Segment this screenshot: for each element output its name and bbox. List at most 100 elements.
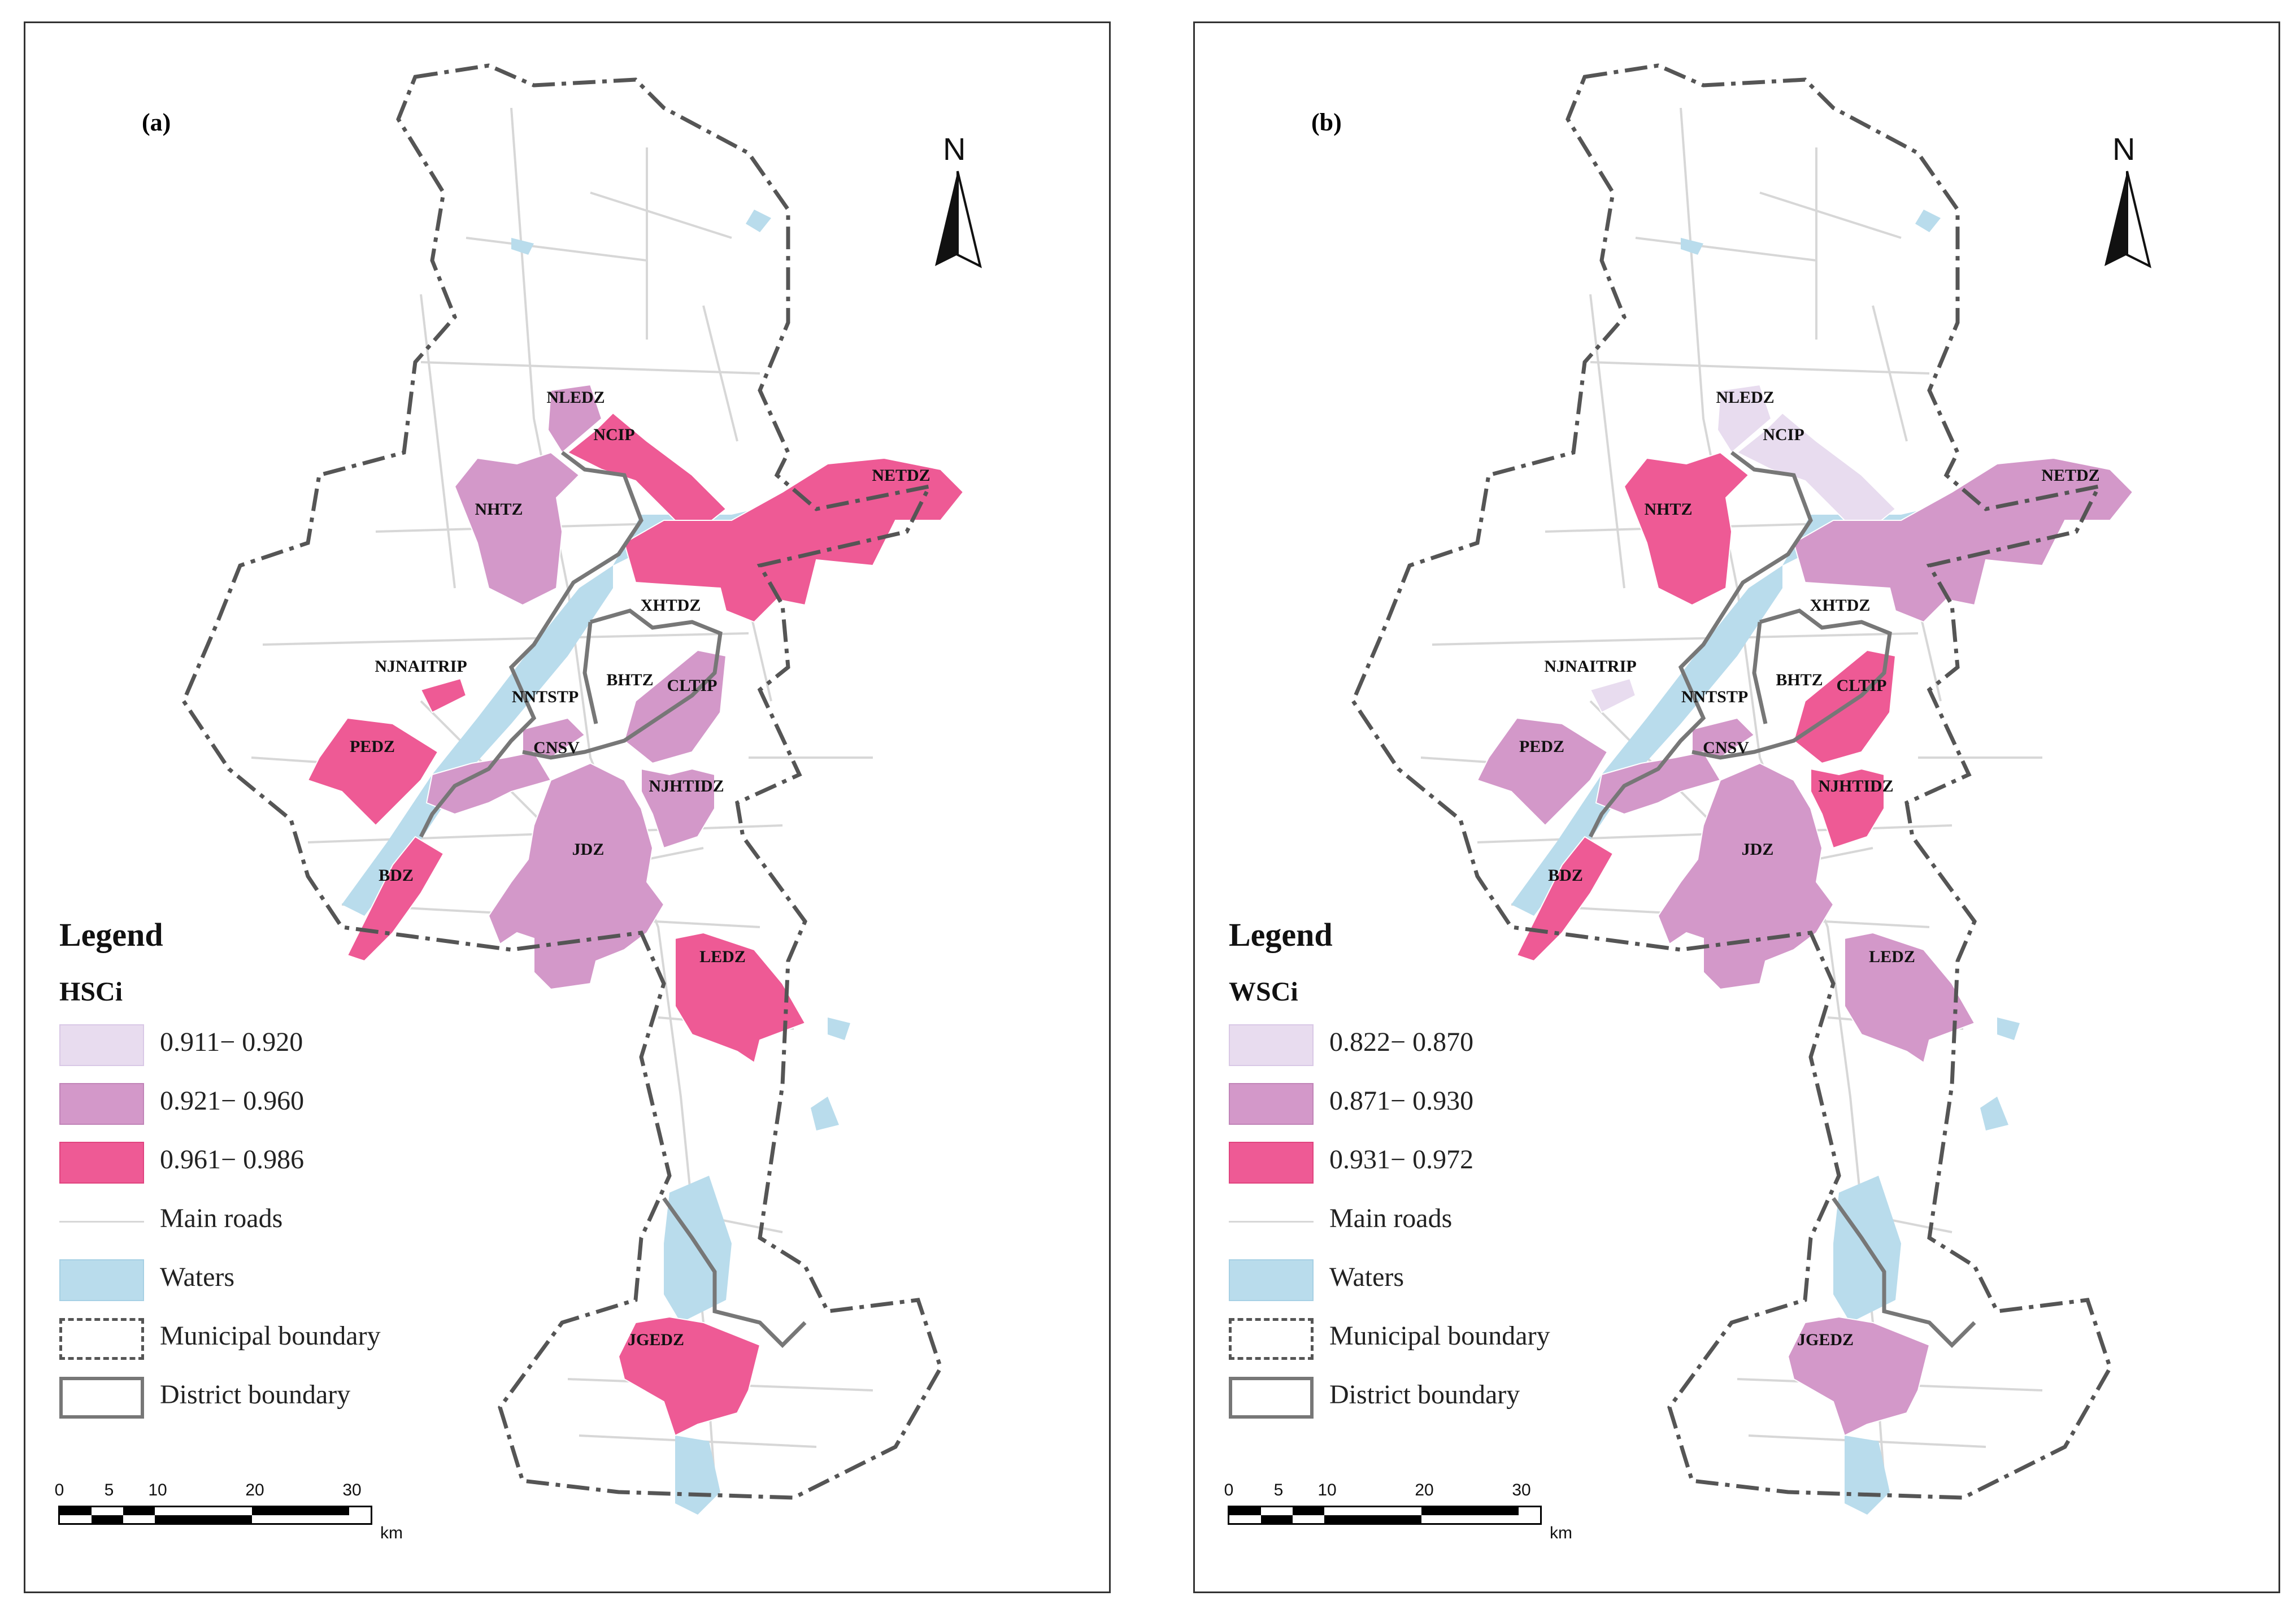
panel-label: (a)	[142, 108, 171, 136]
label-xhtdz: XHTDZ	[641, 596, 701, 615]
zone-pedz[interactable]	[1476, 717, 1608, 827]
legend-title: Legend	[59, 916, 163, 953]
legend-road-line	[59, 1201, 144, 1242]
label-ncip: NCIP	[593, 425, 634, 444]
scale-unit: km	[1550, 1524, 1572, 1542]
scale-bar-segments	[58, 1506, 372, 1525]
label-bdz: BDZ	[1548, 866, 1583, 885]
legend-class-3: 0.931− 0.972	[1229, 1133, 1624, 1191]
scale-tick-10: 10	[1317, 1481, 1337, 1499]
legend-class-1-label: 0.911− 0.920	[160, 1027, 303, 1057]
legend-municipal-swatch	[1229, 1318, 1314, 1360]
label-jdz: JDZ	[1742, 840, 1774, 859]
label-nledz: NLEDZ	[1716, 388, 1774, 407]
zone-nledz[interactable]	[1716, 384, 1772, 454]
zone-netdz[interactable]	[1793, 457, 2134, 623]
legend-municipal-label: Municipal boundary	[160, 1321, 381, 1351]
label-njhtidz: NJHTIDZ	[1818, 777, 1893, 795]
label-njnaitrip: NJNAITRIP	[1544, 657, 1636, 676]
legend-road-line	[1229, 1201, 1314, 1242]
legend-waters: Waters	[1229, 1250, 1624, 1309]
north-letter: N	[943, 131, 966, 167]
zone-labels: NLEDZ NCIP NETDZ NHTZ XHTDZ NJNAITRIP BH…	[350, 388, 930, 1349]
legend-roads: Main roads	[1229, 1191, 1624, 1250]
map-panel-b: NLEDZ NCIP NETDZ NHTZ XHTDZ NJNAITRIP BH…	[1193, 21, 2280, 1593]
zone-ledz[interactable]	[1844, 932, 1976, 1064]
label-netdz: NETDZ	[2041, 466, 2099, 485]
legend-class-1: 0.911− 0.920	[59, 1015, 455, 1074]
label-jdz: JDZ	[572, 840, 605, 859]
zones	[307, 384, 964, 1437]
zones	[1476, 384, 2134, 1437]
legend-district: District boundary	[59, 1368, 455, 1427]
legend-waters-label: Waters	[160, 1262, 235, 1292]
municipal-boundary	[1351, 63, 2112, 1500]
legend-district-label: District boundary	[1329, 1380, 1520, 1410]
legend-field: WSCi	[1229, 977, 1298, 1007]
district-boundaries	[419, 451, 807, 1348]
legend-municipal-swatch	[59, 1318, 144, 1360]
scale-bar-segments	[1228, 1506, 1542, 1525]
label-pedz: PEDZ	[1519, 737, 1564, 756]
legend-roads-label: Main roads	[1329, 1203, 1453, 1233]
municipal-boundary	[181, 63, 943, 1500]
legend-swatch-3	[59, 1142, 144, 1184]
zone-nhtz[interactable]	[1623, 451, 1750, 606]
legend: Legend WSCi 0.822− 0.870 0.871− 0.930 0.…	[1229, 916, 1624, 1427]
legend: Legend HSCi 0.911− 0.920 0.921− 0.960 0.…	[59, 916, 455, 1427]
zone-njnaitrip[interactable]	[1589, 677, 1637, 714]
legend-municipal: Municipal boundary	[59, 1309, 455, 1368]
zone-jdz[interactable]	[1657, 762, 1834, 990]
zone-nhtz[interactable]	[454, 451, 580, 606]
district-boundaries	[1588, 451, 1976, 1348]
zone-nledz[interactable]	[547, 384, 603, 454]
legend-class-2: 0.871− 0.930	[1229, 1074, 1624, 1133]
scale-tick-5: 5	[104, 1481, 114, 1499]
zone-jgedz[interactable]	[1787, 1316, 1930, 1437]
legend-class-1-label: 0.822− 0.870	[1329, 1027, 1474, 1057]
label-netdz: NETDZ	[872, 466, 930, 485]
scale-tick-20: 20	[245, 1481, 264, 1499]
zone-nntstp[interactable]	[522, 717, 586, 759]
north-arrow-icon: N	[929, 131, 986, 272]
label-jgedz: JGEDZ	[628, 1330, 684, 1349]
label-xhtdz: XHTDZ	[1810, 596, 1871, 615]
legend-field: HSCi	[59, 977, 123, 1007]
legend-class-2-label: 0.921− 0.960	[160, 1086, 305, 1116]
scale-tick-5: 5	[1273, 1481, 1284, 1499]
north-letter: N	[2112, 131, 2136, 167]
zone-cnsv[interactable]	[1595, 751, 1721, 815]
scale-tick-30: 30	[1512, 1481, 1531, 1499]
label-nhtz: NHTZ	[475, 500, 523, 519]
legend-swatch-1	[59, 1024, 144, 1066]
legend-municipal-label: Municipal boundary	[1329, 1321, 1550, 1351]
zone-jdz[interactable]	[488, 762, 665, 990]
label-ncip: NCIP	[1763, 425, 1804, 444]
legend-class-2-label: 0.871− 0.930	[1329, 1086, 1474, 1116]
zone-nntstp[interactable]	[1691, 717, 1755, 759]
zone-netdz[interactable]	[623, 457, 964, 623]
zone-njhtidz[interactable]	[641, 768, 715, 849]
legend-roads-label: Main roads	[160, 1203, 283, 1233]
zone-cnsv[interactable]	[425, 751, 552, 815]
zone-ledz[interactable]	[675, 932, 806, 1064]
legend-class-3-label: 0.961− 0.986	[160, 1145, 305, 1175]
zone-njnaitrip[interactable]	[420, 677, 467, 714]
scale-bar: 0 5 10 20 30 km	[1224, 1481, 1589, 1549]
zone-njhtidz[interactable]	[1810, 768, 1885, 849]
legend-municipal: Municipal boundary	[1229, 1309, 1624, 1368]
label-bhtz: BHTZ	[1776, 671, 1823, 689]
scale-tick-20: 20	[1415, 1481, 1434, 1499]
label-nntstp: NNTSTP	[512, 688, 579, 706]
label-jgedz: JGEDZ	[1797, 1330, 1854, 1349]
label-cltip: CLTIP	[1837, 676, 1887, 695]
legend-roads: Main roads	[59, 1191, 455, 1250]
legend-swatch-2	[59, 1083, 144, 1125]
label-bdz: BDZ	[379, 866, 414, 885]
zone-pedz[interactable]	[307, 717, 439, 827]
scale-tick-30: 30	[342, 1481, 362, 1499]
label-nntstp: NNTSTP	[1681, 688, 1748, 706]
zone-jgedz[interactable]	[618, 1316, 761, 1437]
label-ledz: LEDZ	[1869, 947, 1915, 966]
map-canvas: NLEDZ NCIP NETDZ NHTZ XHTDZ NJNAITRIP BH…	[1351, 63, 2134, 1515]
